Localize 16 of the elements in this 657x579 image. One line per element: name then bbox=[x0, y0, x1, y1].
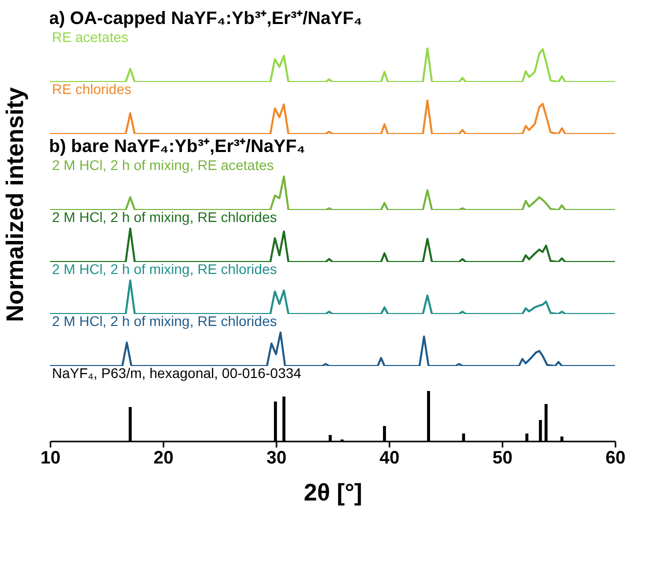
chart-title: b) bare NaYF₄:Yb³⁺,Er³⁺/NaYF₄ bbox=[49, 136, 306, 156]
series-label: RE chlorides bbox=[52, 81, 132, 97]
x-tick-label: 30 bbox=[266, 448, 287, 468]
series-label: 2 M HCl, 2 h of mixing, RE chlorides bbox=[52, 313, 277, 329]
x-tick-label: 20 bbox=[153, 448, 174, 468]
series-label: 2 M HCl, 2 h of mixing, RE chlorides bbox=[52, 209, 277, 225]
series-label: RE acetates bbox=[52, 29, 128, 45]
x-tick-label: 10 bbox=[40, 448, 61, 468]
x-tick-label: 40 bbox=[379, 448, 400, 468]
x-tick-label: 60 bbox=[605, 448, 626, 468]
series-label: 2 M HCl, 2 h of mixing, RE acetates bbox=[52, 157, 274, 173]
series-label: 2 M HCl, 2 h of mixing, RE chlorides bbox=[52, 261, 277, 277]
x-tick-label: 50 bbox=[492, 448, 513, 468]
series-label: NaYF₄, P63/m, hexagonal, 00-016-0334 bbox=[52, 365, 302, 381]
x-axis-title: 2θ [°] bbox=[304, 480, 362, 506]
y-axis-title: Normalized intensity bbox=[2, 86, 30, 324]
